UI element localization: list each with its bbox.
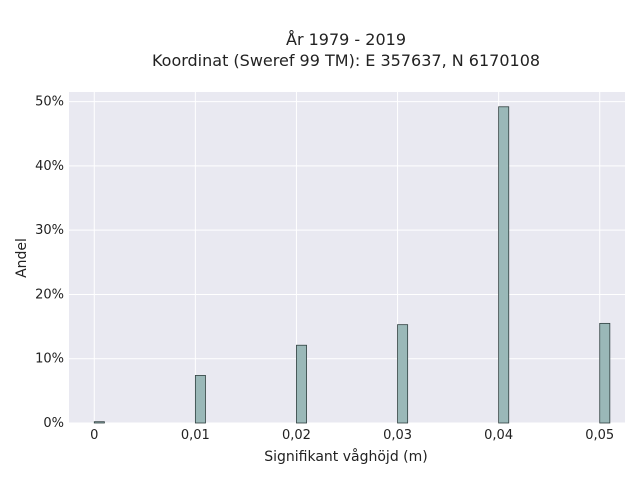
- histogram-bar: [498, 106, 510, 424]
- y-tick-label: 10%: [35, 352, 64, 367]
- bars: [93, 106, 611, 424]
- x-tick-labels: 0 0,01 0,02 0,03 0,04 0,05: [90, 428, 614, 443]
- y-axis-label: Andel: [14, 238, 30, 278]
- y-tick-labels: 0% 10% 20% 30% 40% 50%: [35, 95, 64, 431]
- chart-subtitle: Koordinat (Sweref 99 TM): E 357637, N 61…: [152, 51, 540, 70]
- histogram-bar: [93, 421, 105, 424]
- x-axis-label: Signifikant våghöjd (m): [264, 448, 427, 465]
- x-tick-label: 0,05: [585, 428, 614, 443]
- x-tick-label: 0,02: [282, 428, 311, 443]
- plot-area: [69, 92, 625, 423]
- y-tick-label: 40%: [35, 159, 64, 174]
- y-tick-label: 30%: [35, 223, 64, 238]
- y-tick-label: 20%: [35, 287, 64, 302]
- x-tick-label: 0: [90, 428, 98, 443]
- chart-title: År 1979 - 2019: [286, 30, 406, 49]
- x-tick-label: 0,03: [383, 428, 412, 443]
- histogram-bar: [599, 322, 611, 424]
- histogram-bar: [194, 375, 206, 424]
- y-tick-label: 50%: [35, 95, 64, 110]
- histogram-bar: [397, 324, 409, 424]
- y-tick-label: 0%: [43, 416, 64, 431]
- histogram-bar: [296, 344, 307, 424]
- x-tick-label: 0,01: [181, 428, 210, 443]
- x-tick-label: 0,04: [484, 428, 513, 443]
